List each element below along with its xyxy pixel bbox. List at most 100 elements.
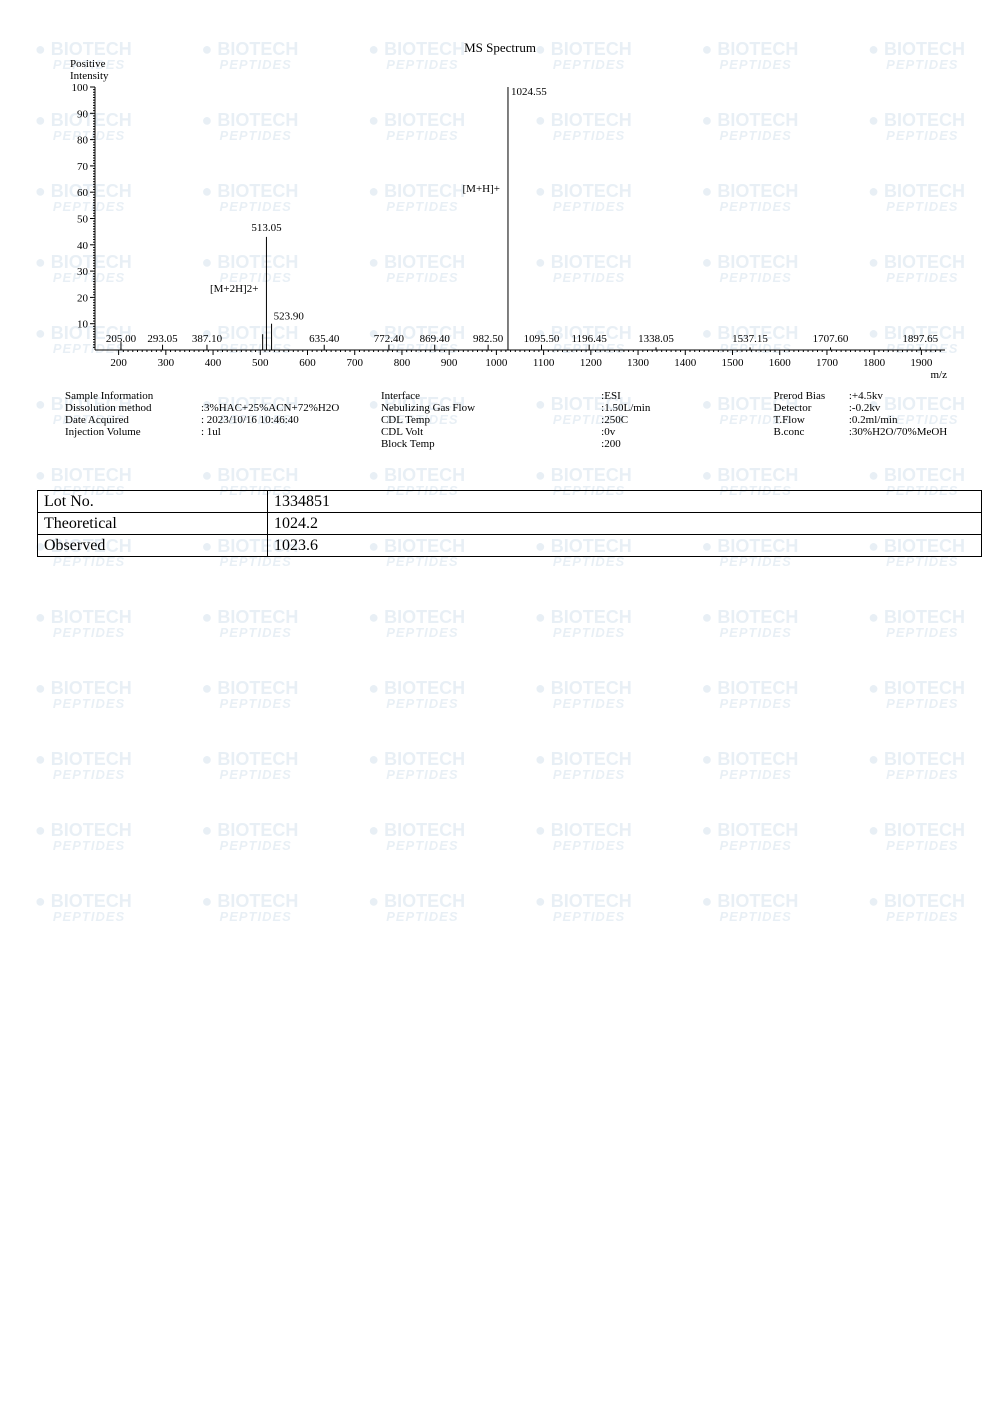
svg-text:635.40: 635.40 bbox=[309, 333, 340, 345]
param-value bbox=[541, 402, 601, 414]
param-label: :0v bbox=[601, 426, 709, 438]
svg-text:1000: 1000 bbox=[485, 357, 508, 369]
param-label: :200 bbox=[601, 438, 709, 450]
svg-text:1095.50: 1095.50 bbox=[524, 333, 560, 345]
param-label: Dissolution method bbox=[65, 402, 195, 414]
mode-label-1: Positive bbox=[70, 58, 965, 70]
param-value: : 1ul bbox=[201, 426, 381, 438]
params-col-sample: Sample InformationDissolution method:3%H… bbox=[65, 390, 381, 450]
svg-text:869.40: 869.40 bbox=[420, 333, 451, 345]
watermark-cell: ● BIOTECHPEPTIDES bbox=[35, 892, 132, 923]
svg-text:1200: 1200 bbox=[580, 357, 603, 369]
svg-text:900: 900 bbox=[441, 357, 458, 369]
chart-title: MS Spectrum bbox=[35, 40, 965, 56]
param-value bbox=[715, 426, 774, 438]
spectrum-svg: 1020304050607080901002003004005006007008… bbox=[45, 82, 955, 382]
param-label: Injection Volume bbox=[65, 426, 195, 438]
svg-text:50: 50 bbox=[77, 214, 89, 226]
watermark-cell: ● BIOTECHPEPTIDES bbox=[868, 679, 965, 710]
param-label: Nebulizing Gas Flow bbox=[381, 402, 535, 414]
param-value: : 2023/10/16 10:46:40 bbox=[201, 414, 381, 426]
page-content: MS Spectrum Positive Intensity 102030405… bbox=[0, 0, 1000, 557]
svg-text:293.05: 293.05 bbox=[147, 333, 178, 345]
watermark-cell: ● BIOTECHPEPTIDES bbox=[702, 892, 799, 923]
param-label: B.conc bbox=[774, 426, 843, 438]
svg-text:70: 70 bbox=[77, 161, 89, 173]
param-label: :ESI bbox=[601, 390, 709, 402]
watermark-cell: ● BIOTECHPEPTIDES bbox=[868, 608, 965, 639]
watermark-cell: ● BIOTECHPEPTIDES bbox=[702, 821, 799, 852]
watermark-cell: ● BIOTECHPEPTIDES bbox=[368, 608, 465, 639]
watermark-cell: ● BIOTECHPEPTIDES bbox=[202, 608, 299, 639]
row-label: Lot No. bbox=[38, 491, 268, 513]
ms-spectrum-chart: 1020304050607080901002003004005006007008… bbox=[45, 82, 955, 382]
param-label: CDL Volt bbox=[381, 426, 535, 438]
params-col-values: :ESI:1.50L/min:250C:0v:200 bbox=[601, 390, 773, 450]
svg-text:10: 10 bbox=[77, 319, 89, 331]
row-value: 1334851 bbox=[268, 491, 982, 513]
svg-text:1707.60: 1707.60 bbox=[813, 333, 849, 345]
watermark-cell: ● BIOTECHPEPTIDES bbox=[868, 821, 965, 852]
svg-text:100: 100 bbox=[72, 82, 89, 94]
svg-text:[M+H]+: [M+H]+ bbox=[463, 183, 500, 195]
param-value: :+4.5kv bbox=[849, 390, 965, 402]
param-label: Sample Information bbox=[65, 390, 195, 402]
watermark-cell: ● BIOTECHPEPTIDES bbox=[35, 679, 132, 710]
svg-text:600: 600 bbox=[299, 357, 316, 369]
row-value: 1023.6 bbox=[268, 535, 982, 557]
svg-text:772.40: 772.40 bbox=[374, 333, 405, 345]
table-row: Lot No.1334851 bbox=[38, 491, 982, 513]
watermark-cell: ● BIOTECHPEPTIDES bbox=[202, 679, 299, 710]
param-label: CDL Temp bbox=[381, 414, 535, 426]
svg-text:1024.55: 1024.55 bbox=[511, 86, 547, 98]
svg-text:300: 300 bbox=[158, 357, 175, 369]
watermark-cell: ● BIOTECHPEPTIDES bbox=[868, 750, 965, 781]
svg-text:982.50: 982.50 bbox=[473, 333, 504, 345]
param-value bbox=[541, 438, 601, 450]
svg-text:513.05: 513.05 bbox=[251, 222, 282, 234]
svg-text:m/z: m/z bbox=[931, 369, 948, 381]
watermark-cell: ● BIOTECHPEPTIDES bbox=[35, 608, 132, 639]
params-col-interface: InterfaceNebulizing Gas FlowCDL TempCDL … bbox=[381, 390, 601, 450]
watermark-cell: ● BIOTECHPEPTIDES bbox=[702, 750, 799, 781]
watermark-cell: ● BIOTECHPEPTIDES bbox=[535, 892, 632, 923]
svg-text:500: 500 bbox=[252, 357, 269, 369]
param-value bbox=[715, 438, 774, 450]
svg-text:1800: 1800 bbox=[863, 357, 886, 369]
svg-text:387.10: 387.10 bbox=[192, 333, 223, 345]
param-label: Interface bbox=[381, 390, 535, 402]
param-value bbox=[715, 414, 774, 426]
param-value bbox=[541, 426, 601, 438]
svg-text:1700: 1700 bbox=[816, 357, 839, 369]
svg-text:1900: 1900 bbox=[910, 357, 933, 369]
watermark-cell: ● BIOTECHPEPTIDES bbox=[35, 750, 132, 781]
param-value: :0.2ml/min bbox=[849, 414, 965, 426]
watermark-cell: ● BIOTECHPEPTIDES bbox=[535, 821, 632, 852]
svg-text:1196.45: 1196.45 bbox=[571, 333, 607, 345]
row-label: Theoretical bbox=[38, 513, 268, 535]
watermark-cell: ● BIOTECHPEPTIDES bbox=[368, 892, 465, 923]
svg-text:1897.65: 1897.65 bbox=[902, 333, 938, 345]
watermark-cell: ● BIOTECHPEPTIDES bbox=[535, 750, 632, 781]
param-label: :250C bbox=[601, 414, 709, 426]
svg-text:700: 700 bbox=[346, 357, 363, 369]
svg-text:20: 20 bbox=[77, 293, 89, 305]
watermark-cell: ● BIOTECHPEPTIDES bbox=[202, 750, 299, 781]
watermark-cell: ● BIOTECHPEPTIDES bbox=[535, 608, 632, 639]
param-label: Prerod Bias bbox=[774, 390, 843, 402]
svg-text:523.90: 523.90 bbox=[274, 311, 305, 323]
svg-text:1500: 1500 bbox=[722, 357, 745, 369]
svg-text:205.00: 205.00 bbox=[106, 333, 137, 345]
param-label: T.Flow bbox=[774, 414, 843, 426]
param-label: Date Acquired bbox=[65, 414, 195, 426]
param-value bbox=[541, 390, 601, 402]
svg-text:1100: 1100 bbox=[533, 357, 555, 369]
param-value: :-0.2kv bbox=[849, 402, 965, 414]
param-label: :1.50L/min bbox=[601, 402, 709, 414]
watermark-cell: ● BIOTECHPEPTIDES bbox=[868, 892, 965, 923]
svg-text:80: 80 bbox=[77, 135, 89, 147]
svg-text:1338.05: 1338.05 bbox=[638, 333, 674, 345]
svg-text:800: 800 bbox=[394, 357, 411, 369]
watermark-cell: ● BIOTECHPEPTIDES bbox=[368, 750, 465, 781]
table-row: Theoretical1024.2 bbox=[38, 513, 982, 535]
